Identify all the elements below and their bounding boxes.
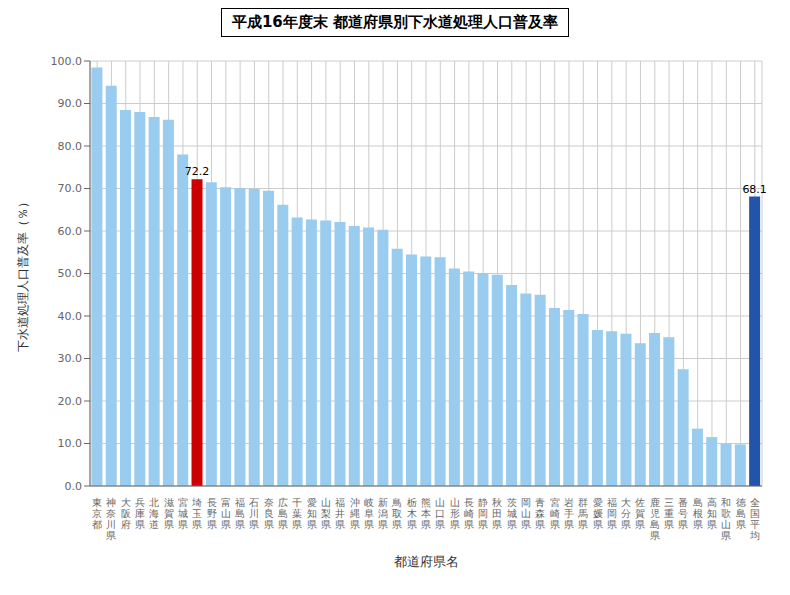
svg-text:長崎県: 長崎県	[464, 497, 474, 530]
svg-text:山口県: 山口県	[435, 497, 445, 530]
svg-text:100.0: 100.0	[51, 55, 83, 68]
svg-text:和歌山県: 和歌山県	[721, 497, 731, 541]
svg-text:鹿児島県: 鹿児島県	[650, 497, 660, 541]
svg-text:68.1: 68.1	[742, 183, 767, 196]
svg-text:愛媛県: 愛媛県	[593, 497, 603, 530]
svg-text:70.0: 70.0	[58, 182, 83, 195]
svg-text:佐賀県: 佐賀県	[635, 497, 645, 530]
svg-text:福岡県: 福岡県	[607, 497, 617, 530]
svg-text:北海道: 北海道	[149, 497, 159, 530]
svg-text:山形県: 山形県	[450, 497, 460, 530]
svg-text:三重県: 三重県	[664, 497, 674, 530]
svg-text:群馬県: 群馬県	[577, 497, 588, 530]
svg-text:石川県: 石川県	[249, 497, 259, 530]
svg-text:番号県: 番号県	[678, 497, 688, 530]
svg-text:島根県: 島根県	[693, 497, 703, 530]
svg-text:沖縄県: 沖縄県	[349, 497, 360, 530]
svg-text:岩手県: 岩手県	[564, 497, 574, 530]
svg-text:徳島県: 徳島県	[736, 497, 746, 530]
svg-text:東京都: 東京都	[92, 497, 102, 530]
svg-text:20.0: 20.0	[58, 395, 83, 408]
svg-text:0.0: 0.0	[65, 480, 83, 493]
svg-text:岡山県: 岡山県	[521, 497, 531, 530]
svg-text:30.0: 30.0	[58, 352, 83, 365]
svg-text:福井県: 福井県	[335, 497, 345, 530]
svg-text:50.0: 50.0	[58, 267, 83, 280]
svg-text:新潟県: 新潟県	[378, 497, 388, 530]
svg-text:鳥取県: 鳥取県	[391, 497, 402, 530]
svg-text:熊本県: 熊本県	[421, 497, 431, 530]
svg-text:青森県: 青森県	[535, 497, 545, 530]
svg-text:大阪府: 大阪府	[121, 497, 131, 530]
svg-text:静岡県: 静岡県	[478, 497, 488, 530]
svg-text:山梨県: 山梨県	[321, 497, 331, 530]
svg-text:長野県: 長野県	[207, 497, 217, 530]
svg-text:埼玉県: 埼玉県	[191, 497, 202, 530]
svg-text:宮崎県: 宮崎県	[550, 497, 560, 530]
svg-text:富山県: 富山県	[221, 497, 231, 530]
svg-text:神奈川県: 神奈川県	[106, 497, 116, 541]
svg-text:72.2: 72.2	[185, 165, 210, 178]
svg-text:高知県: 高知県	[707, 497, 717, 530]
svg-text:茨城県: 茨城県	[506, 497, 517, 530]
svg-text:千葉県: 千葉県	[292, 497, 302, 530]
svg-text:80.0: 80.0	[58, 140, 83, 153]
html-text:平成16年度末 都道府県別下水道処理人口普及率: 平成16年度末 都道府県別下水道処理人口普及率	[231, 13, 558, 31]
svg-text:宮城県: 宮城県	[177, 497, 188, 530]
svg-text:秋田県: 秋田県	[492, 497, 502, 530]
svg-text:奈良県: 奈良県	[264, 497, 274, 530]
svg-text:広島県: 広島県	[278, 497, 288, 530]
svg-text:90.0: 90.0	[58, 97, 83, 110]
svg-text:滋賀県: 滋賀県	[164, 497, 174, 530]
svg-text:全国平均: 全国平均	[749, 497, 760, 541]
svg-text:兵庫県: 兵庫県	[135, 497, 145, 530]
svg-text:岐阜県: 岐阜県	[364, 497, 374, 530]
svg-text:10.0: 10.0	[58, 437, 83, 450]
svg-text:愛知県: 愛知県	[307, 497, 317, 530]
svg-text:40.0: 40.0	[58, 310, 83, 323]
svg-text:都道府県名: 都道府県名	[394, 554, 459, 569]
svg-text:栃木県: 栃木県	[407, 497, 417, 530]
svg-text:下水道処理人口普及率（％）: 下水道処理人口普及率（％）	[16, 196, 30, 352]
svg-text:福島県: 福島県	[235, 497, 245, 530]
svg-text:大分県: 大分県	[621, 497, 631, 530]
svg-text:60.0: 60.0	[58, 225, 83, 238]
